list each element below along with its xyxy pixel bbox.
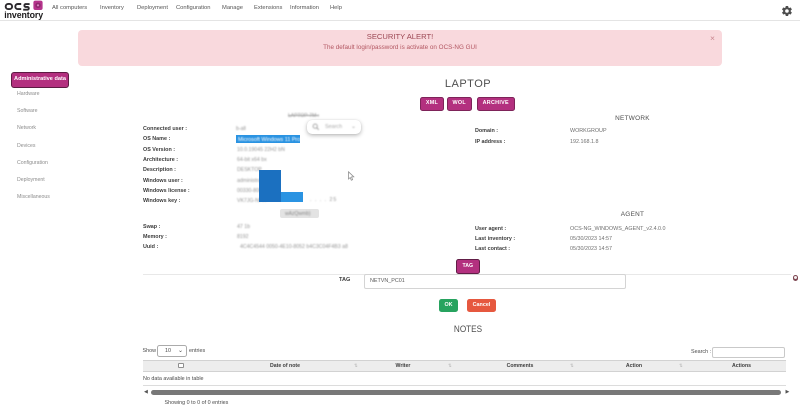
svg-text:inventory: inventory: [4, 10, 43, 20]
